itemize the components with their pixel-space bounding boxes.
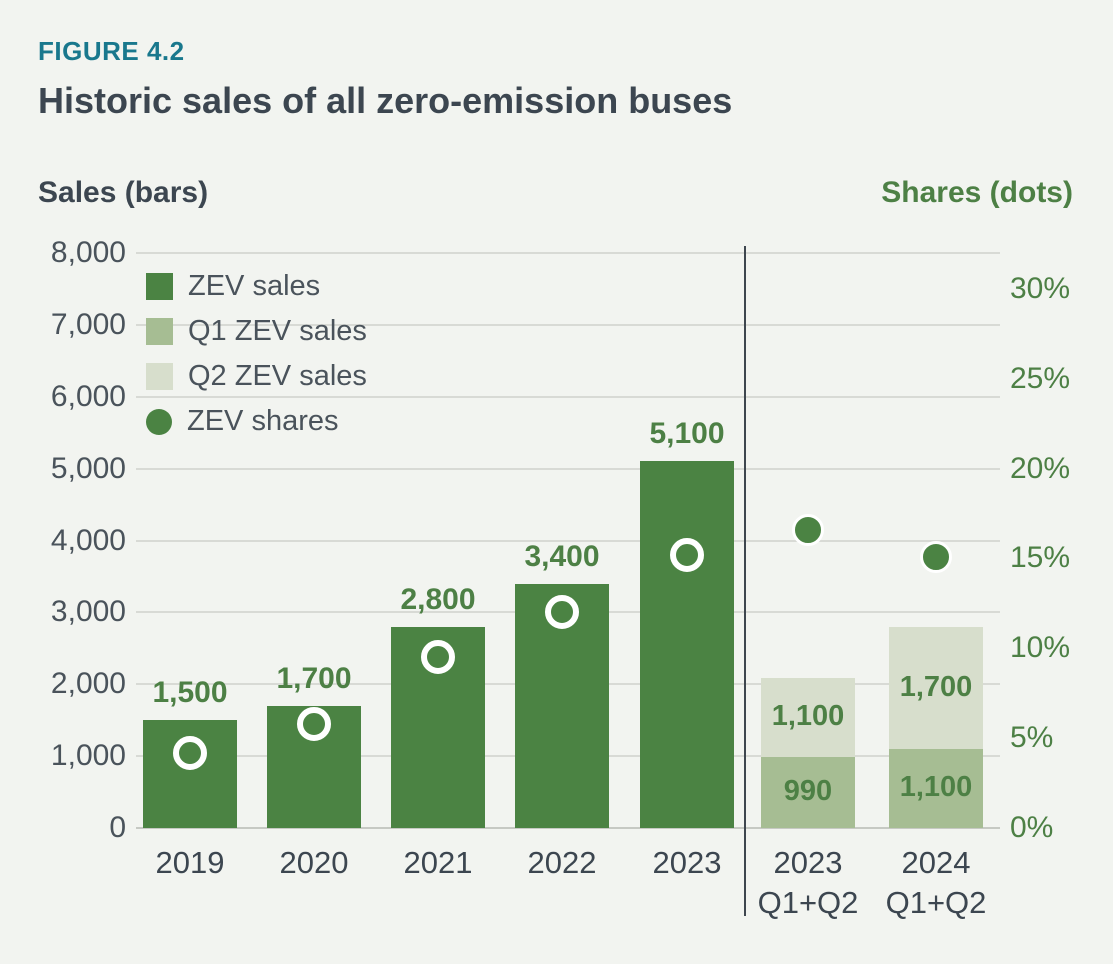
legend-label-zev-sales: ZEV sales	[188, 270, 321, 302]
legend-label-q1-zev-sales: Q1 ZEV sales	[188, 315, 367, 347]
pct-axis-tick-label: 20%	[1010, 451, 1071, 485]
pct-axis-tick-label: 30%	[1010, 271, 1071, 305]
left-axis-title: Sales (bars)	[38, 176, 209, 209]
x-axis-label: 2023	[652, 845, 722, 880]
x-axis-label: 2020	[279, 845, 349, 880]
bar-q2-zev-sales	[889, 626, 983, 749]
y-axis-tick-label: 3,000	[50, 595, 126, 629]
y-axis-tick-label: 8,000	[50, 236, 126, 269]
x-axis-label-line2: Q1+Q2	[885, 885, 987, 920]
x-axis-label: 2022	[527, 845, 597, 880]
legend-item-q2-zev-sales: Q2 ZEV sales	[146, 360, 367, 393]
grid-line	[136, 395, 1000, 398]
zev-share-dot	[920, 540, 952, 573]
grid-line	[136, 323, 1000, 326]
x-axis-label-line2: Q1+Q2	[757, 885, 859, 920]
bar-q1-zev-sales	[889, 748, 983, 828]
y-axis-tick-label: 4,000	[50, 523, 126, 557]
bar-value-label: 1,700	[276, 661, 352, 695]
q1-value-label: 1,100	[899, 771, 973, 804]
legend-item-zev-shares: ZEV shares	[146, 405, 367, 438]
grid-line	[136, 252, 1000, 254]
x-axis-label: 2024	[901, 845, 971, 880]
bar-value-label: 5,100	[649, 417, 725, 451]
q2-value-label: 1,100	[771, 700, 845, 733]
figure-title: Historic sales of all zero-emission buse…	[38, 80, 733, 121]
legend-swatch-zev-sales-icon	[146, 273, 173, 300]
x-axis-label: 2019	[155, 845, 225, 880]
zev-share-dot	[792, 513, 824, 546]
bar-value-label: 2,800	[400, 582, 476, 616]
y-axis-tick-label: 6,000	[50, 379, 126, 413]
pct-axis-tick-label: 5%	[1010, 721, 1054, 755]
bar-q2-zev-sales	[761, 677, 855, 757]
pct-axis-tick-label: 25%	[1010, 361, 1071, 395]
zev-share-dot	[670, 537, 704, 572]
bar-q1-zev-sales	[761, 756, 855, 828]
pct-axis-tick-label: 10%	[1010, 631, 1071, 665]
x-axis-baseline	[136, 827, 1000, 829]
zev-share-dot	[545, 595, 579, 630]
legend-swatch-zev-shares-icon	[146, 408, 172, 435]
pct-axis-tick-label: 0%	[1010, 811, 1054, 844]
bar-zev-sales	[640, 461, 734, 828]
legend-swatch-q2-zev-sales-icon	[146, 363, 173, 390]
legend-item-q1-zev-sales: Q1 ZEV sales	[146, 315, 367, 348]
y-axis-tick-label: 5,000	[50, 451, 126, 485]
bar-value-label: 3,400	[524, 539, 600, 573]
grid-line	[136, 467, 1000, 470]
pct-axis-tick-label: 15%	[1010, 541, 1071, 575]
chart-legend: ZEV sales Q1 ZEV sales Q2 ZEV sales ZEV …	[146, 270, 367, 450]
bar-value-label: 1,500	[152, 676, 228, 710]
y-axis-tick-label: 1,000	[50, 739, 126, 773]
legend-swatch-q1-zev-sales-icon	[146, 318, 173, 345]
y-axis-tick-label: 2,000	[50, 667, 126, 701]
zev-share-dot	[421, 640, 455, 675]
y-axis-tick-label: 0	[109, 811, 126, 844]
zev-share-dot	[173, 735, 207, 770]
q1-value-label: 990	[783, 775, 833, 808]
zev-share-dot	[297, 706, 331, 741]
y-axis-tick-label: 7,000	[50, 307, 126, 341]
legend-label-zev-shares: ZEV shares	[187, 405, 339, 437]
legend-item-zev-sales: ZEV sales	[146, 270, 367, 303]
right-axis-title: Shares (dots)	[881, 176, 1073, 209]
x-axis-label: 2021	[403, 845, 473, 880]
x-axis-label: 2023	[773, 845, 843, 880]
series-divider-line	[744, 246, 746, 916]
q2-value-label: 1,700	[899, 670, 973, 703]
figure-label: FIGURE 4.2	[38, 36, 185, 66]
grid-line	[136, 539, 1000, 542]
legend-label-q2-zev-sales: Q2 ZEV sales	[188, 360, 367, 392]
